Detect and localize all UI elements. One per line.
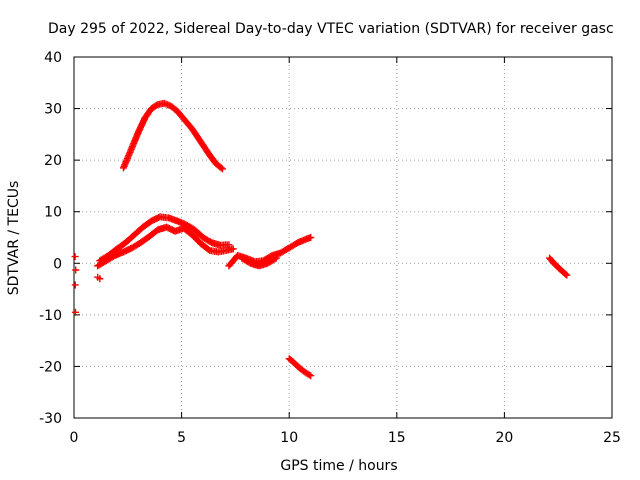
data-point: [218, 165, 226, 173]
series-dense-band-lower: [94, 223, 237, 270]
x-axis-label: GPS time / hours: [280, 458, 397, 474]
y-tick-label: 0: [53, 256, 62, 272]
data-point: [272, 254, 280, 262]
data-point: [217, 164, 225, 172]
y-tick-label: 30: [44, 102, 62, 118]
data-point: [71, 281, 79, 289]
series-dense-band-upper: [96, 213, 233, 265]
chart-title: Day 295 of 2022, Sidereal Day-to-day VTE…: [48, 21, 614, 37]
data-point: [562, 270, 570, 278]
y-tick-label: -20: [39, 359, 62, 375]
x-tick-label: 5: [177, 430, 186, 446]
x-tick-label: 0: [70, 430, 79, 446]
y-tick-label: -10: [39, 308, 62, 324]
data-point: [96, 275, 104, 283]
data-point: [271, 255, 279, 263]
x-tick-label: 20: [495, 430, 513, 446]
y-axis-label: SDTVAR / TECUs: [6, 181, 22, 296]
y-tick-label: -30: [39, 411, 62, 427]
series-lower-segment-8-to-9h: [238, 254, 280, 270]
y-tick-label: 10: [44, 205, 62, 221]
data-point: [72, 266, 80, 274]
series-arc-peak-31: [119, 99, 226, 173]
data-point: [307, 234, 315, 241]
grid-layer: [74, 57, 612, 418]
data-point: [563, 271, 571, 279]
data-point: [305, 371, 313, 379]
data-point: [71, 253, 79, 261]
y-tick-labels: -30 -20 -10 0 10 20 30 40: [39, 50, 62, 427]
series-sparse-points-near-0h: [71, 253, 104, 316]
series-descending-segment-minus20: [285, 355, 315, 380]
series-segment-near-22h: [546, 254, 571, 279]
data-point: [229, 245, 237, 253]
tick-layer: [73, 56, 613, 419]
x-tick-label: 25: [603, 430, 621, 446]
data-marks: [71, 99, 571, 380]
plot-frame: [73, 56, 613, 419]
x-tick-label: 15: [388, 430, 406, 446]
x-tick-label: 10: [280, 430, 298, 446]
x-tick-labels: 0 5 10 15 20 25: [70, 430, 621, 446]
y-tick-label: 20: [44, 153, 62, 169]
y-tick-label: 40: [44, 50, 62, 66]
data-point: [307, 372, 315, 380]
data-point: [72, 308, 80, 316]
